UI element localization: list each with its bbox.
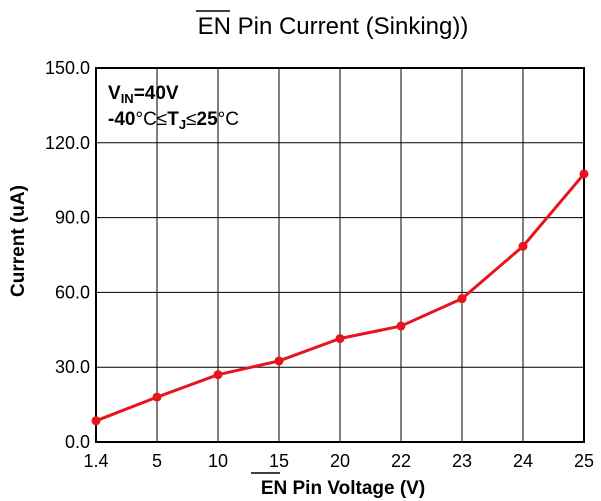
x-axis-label: EN Pin Voltage (V)	[261, 478, 425, 499]
data-point	[519, 242, 528, 251]
data-point	[336, 334, 345, 343]
x-tick-label: 24	[513, 451, 533, 471]
x-axis-label-overline-text: EN	[261, 478, 287, 499]
data-point	[580, 169, 589, 178]
y-tick-label: 120.0	[45, 133, 90, 153]
data-point	[92, 416, 101, 425]
y-tick-label: 30.0	[55, 357, 90, 377]
x-tick-label: 23	[452, 451, 472, 471]
x-tick-label: 1.4	[83, 451, 108, 471]
x-axis-label-rest: Pin Voltage (V)	[287, 478, 425, 499]
y-tick-label: 150.0	[45, 58, 90, 78]
y-tick-label: 0.0	[65, 432, 90, 452]
x-tick-label: 15	[269, 451, 289, 471]
data-point	[458, 294, 467, 303]
data-point	[214, 370, 223, 379]
y-tick-label: 60.0	[55, 282, 90, 302]
annotation-temp: -40°C≤TJ≤25°C	[108, 109, 239, 132]
y-tick-labels: 0.0 30.0 60.0 90.0 120.0 150.0	[45, 58, 90, 452]
x-tick-label: 25	[574, 451, 594, 471]
data-point	[275, 356, 284, 365]
chart-title: EN Pin Current (Sinking))	[198, 13, 469, 40]
chart-title-rest: Pin Current (Sinking))	[231, 13, 468, 40]
x-tick-label: 10	[208, 451, 228, 471]
data-point	[153, 393, 162, 402]
y-axis-label: Current (uA)	[8, 185, 29, 297]
x-tick-labels: 1.4 5 10 15 20 22 23 24 25	[83, 451, 594, 471]
x-tick-label: 22	[391, 451, 411, 471]
y-tick-label: 90.0	[55, 208, 90, 228]
x-tick-label: 20	[330, 451, 350, 471]
x-tick-label: 5	[152, 451, 162, 471]
chart-title-overline-text: EN	[198, 13, 231, 40]
annotation-vin: VIN=40V	[108, 83, 179, 106]
data-point	[397, 322, 406, 331]
